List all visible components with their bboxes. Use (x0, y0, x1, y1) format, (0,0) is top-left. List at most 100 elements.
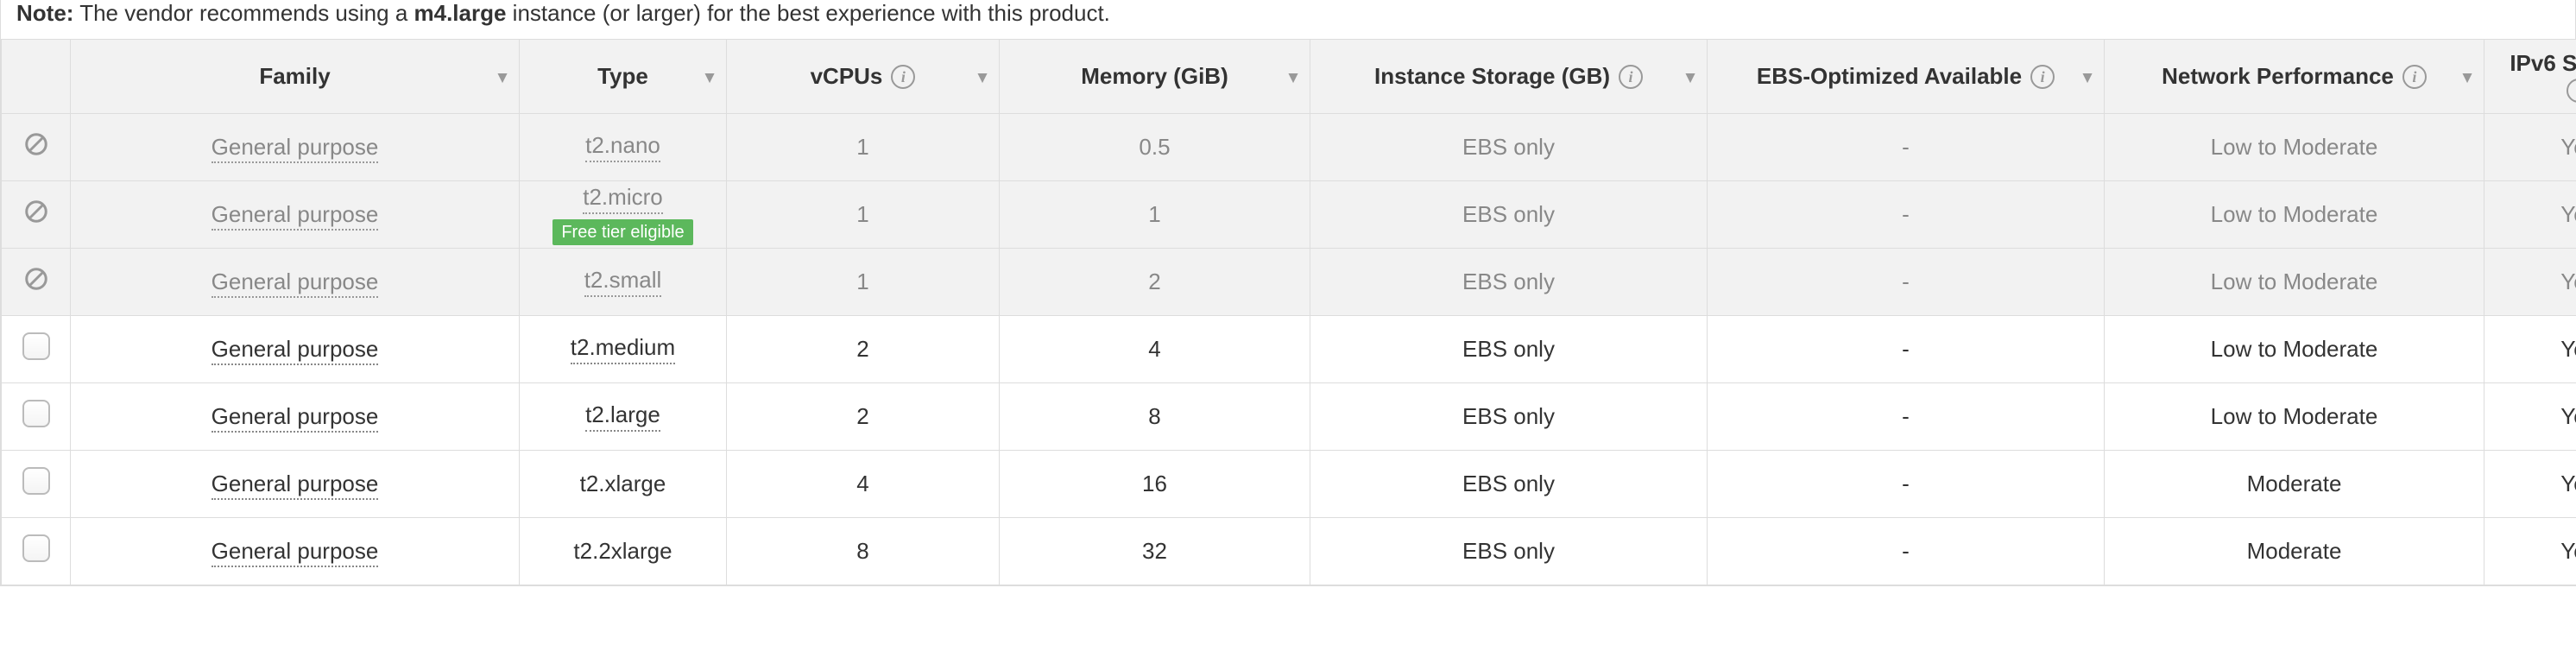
table-row[interactable]: General purposet2.xlarge416EBS only-Mode… (2, 451, 2576, 518)
family-link[interactable]: General purpose (212, 336, 379, 365)
ebs-cell: - (1708, 518, 2105, 585)
ipv6-cell: Yes (2484, 181, 2576, 249)
family-link[interactable]: General purpose (212, 538, 379, 567)
family-link[interactable]: General purpose (212, 134, 379, 163)
sort-caret-icon[interactable]: ▾ (2083, 66, 2092, 87)
row-checkbox[interactable] (22, 534, 50, 562)
type-label[interactable]: t2.small (584, 267, 662, 297)
network-cell: Low to Moderate (2105, 383, 2484, 451)
memory-cell: 8 (1000, 383, 1310, 451)
col-header-storage[interactable]: Instance Storage (GB) i ▾ (1310, 40, 1708, 114)
type-label[interactable]: t2.medium (571, 334, 675, 364)
note-text-1: The vendor recommends using a (73, 0, 414, 26)
type-cell: t2.nano (520, 114, 727, 181)
col-header-ipv6[interactable]: IPv6 Support i ▾ (2484, 40, 2576, 114)
ipv6-cell: Yes (2484, 518, 2576, 585)
type-label[interactable]: t2.nano (585, 132, 660, 162)
vcpus-cell: 1 (727, 114, 1000, 181)
sort-caret-icon[interactable]: ▾ (705, 66, 714, 87)
network-cell: Low to Moderate (2105, 181, 2484, 249)
family-link[interactable]: General purpose (212, 269, 379, 298)
memory-cell: 0.5 (1000, 114, 1310, 181)
col-header-memory[interactable]: Memory (GiB) ▾ (1000, 40, 1310, 114)
sort-caret-icon[interactable]: ▾ (1289, 66, 1297, 87)
table-header-row: Family ▾ Type ▾ vCPUs i ▾ Memory (GiB) ▾ (2, 40, 2576, 114)
col-header-vcpus[interactable]: vCPUs i ▾ (727, 40, 1000, 114)
memory-cell: 1 (1000, 181, 1310, 249)
unavailable-icon (23, 266, 49, 292)
sort-caret-icon[interactable]: ▾ (2463, 66, 2472, 87)
network-cell: Moderate (2105, 518, 2484, 585)
ebs-cell: - (1708, 316, 2105, 383)
family-cell: General purpose (71, 181, 520, 249)
row-checkbox[interactable] (22, 400, 50, 427)
info-icon[interactable]: i (891, 65, 915, 89)
col-header-ebs[interactable]: EBS-Optimized Available i ▾ (1708, 40, 2105, 114)
ipv6-cell: Yes (2484, 383, 2576, 451)
memory-cell: 4 (1000, 316, 1310, 383)
storage-cell: EBS only (1310, 316, 1708, 383)
family-cell: General purpose (71, 451, 520, 518)
select-cell[interactable] (2, 316, 71, 383)
ebs-cell: - (1708, 451, 2105, 518)
vcpus-cell: 4 (727, 451, 1000, 518)
family-link[interactable]: General purpose (212, 403, 379, 433)
select-cell[interactable] (2, 383, 71, 451)
instance-type-panel: Note: The vendor recommends using a m4.l… (0, 0, 2576, 586)
col-label: Network Performance (2162, 64, 2394, 90)
info-icon[interactable]: i (1619, 65, 1643, 89)
sort-caret-icon[interactable]: ▾ (498, 66, 507, 87)
type-label[interactable]: t2.micro (583, 184, 662, 214)
storage-cell: EBS only (1310, 114, 1708, 181)
family-cell: General purpose (71, 249, 520, 316)
col-header-family[interactable]: Family ▾ (71, 40, 520, 114)
info-icon[interactable]: i (2402, 65, 2427, 89)
type-label[interactable]: t2.large (585, 401, 660, 432)
memory-cell: 2 (1000, 249, 1310, 316)
family-link[interactable]: General purpose (212, 201, 379, 231)
row-checkbox[interactable] (22, 332, 50, 360)
table-row[interactable]: General purpose t2.medium 24EBS only-Low t… (2, 316, 2576, 383)
memory-cell: 16 (1000, 451, 1310, 518)
note-instance-type: m4.large (414, 0, 507, 26)
select-cell (2, 114, 71, 181)
col-label: IPv6 Support (2510, 51, 2576, 77)
table-row[interactable]: General purposet2.2xlarge832EBS only-Mod… (2, 518, 2576, 585)
vcpus-cell: 2 (727, 316, 1000, 383)
sort-caret-icon[interactable]: ▾ (978, 66, 987, 87)
ipv6-cell: Yes (2484, 249, 2576, 316)
table-row[interactable]: General purposet2.large28EBS only-Low to… (2, 383, 2576, 451)
col-label: Family (259, 64, 330, 90)
col-label: EBS-Optimized Available (1757, 64, 2022, 90)
family-link[interactable]: General purpose (212, 471, 379, 500)
network-cell: Low to Moderate (2105, 316, 2484, 383)
ipv6-cell: Yes (2484, 316, 2576, 383)
col-label: Type (597, 64, 648, 90)
type-cell: t2.small (520, 249, 727, 316)
ebs-cell: - (1708, 114, 2105, 181)
unavailable-icon (23, 131, 49, 157)
storage-cell: EBS only (1310, 518, 1708, 585)
network-cell: Moderate (2105, 451, 2484, 518)
storage-cell: EBS only (1310, 451, 1708, 518)
sort-caret-icon[interactable]: ▾ (1686, 66, 1695, 87)
select-cell[interactable] (2, 518, 71, 585)
select-cell[interactable] (2, 451, 71, 518)
unavailable-icon (23, 199, 49, 224)
col-label: Memory (GiB) (1081, 64, 1228, 90)
info-icon[interactable]: i (2030, 65, 2055, 89)
ipv6-cell: Yes (2484, 451, 2576, 518)
row-checkbox[interactable] (22, 467, 50, 495)
type-cell: t2.large (520, 383, 727, 451)
storage-cell: EBS only (1310, 181, 1708, 249)
col-header-type[interactable]: Type ▾ (520, 40, 727, 114)
family-cell: General purpose (71, 316, 520, 383)
ebs-cell: - (1708, 383, 2105, 451)
table-row: General purposet2.nano10.5EBS only-Low t… (2, 114, 2576, 181)
select-cell (2, 181, 71, 249)
info-icon[interactable]: i (2567, 79, 2576, 103)
table-row: General purposet2.microFree tier eligibl… (2, 181, 2576, 249)
ebs-cell: - (1708, 181, 2105, 249)
col-header-net[interactable]: Network Performance i ▾ (2105, 40, 2484, 114)
vcpus-cell: 1 (727, 249, 1000, 316)
